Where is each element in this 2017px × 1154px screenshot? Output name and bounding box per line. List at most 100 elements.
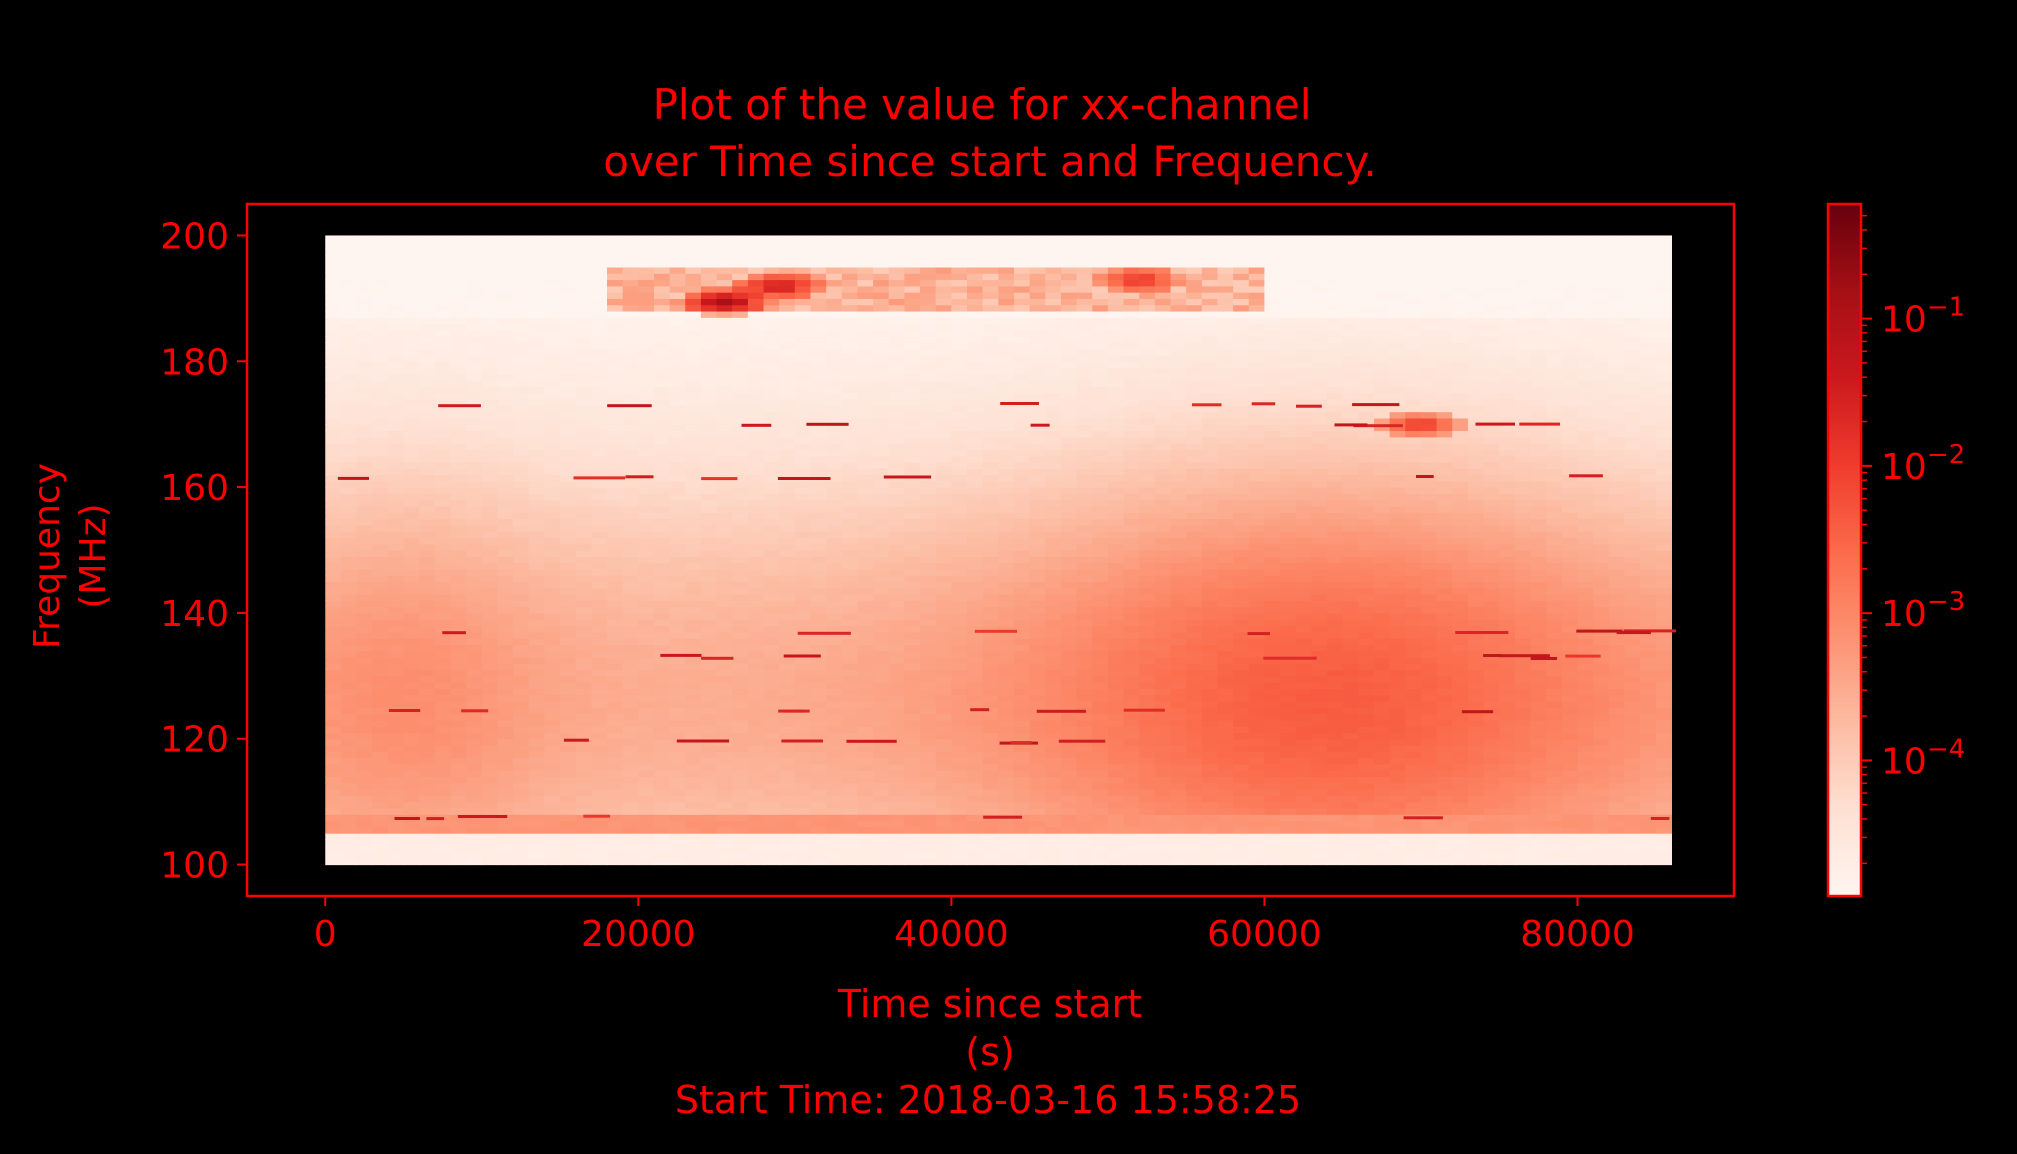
heatmap-cell <box>1061 776 1077 783</box>
heatmap-cell <box>764 701 780 708</box>
heatmap-cell <box>654 449 670 456</box>
heatmap-cell <box>466 317 482 324</box>
heatmap-cell <box>842 663 858 670</box>
heatmap-cell <box>951 821 967 828</box>
heatmap-cell <box>779 292 795 299</box>
heatmap-cell <box>654 430 670 437</box>
heatmap-cell <box>748 248 764 255</box>
heatmap-cell <box>670 726 686 733</box>
heatmap-cell <box>513 324 529 331</box>
heatmap-cell <box>889 349 905 356</box>
heatmap-cell <box>529 305 545 312</box>
heatmap-cell <box>560 751 576 758</box>
heatmap-cell <box>779 732 795 739</box>
heatmap-cell <box>513 519 529 526</box>
heatmap-cell <box>1045 638 1061 645</box>
heatmap-cell <box>732 676 748 683</box>
heatmap-cell <box>685 632 701 639</box>
heatmap-cell <box>654 569 670 576</box>
heatmap-cell <box>764 739 780 746</box>
heatmap-cell <box>357 512 373 519</box>
heatmap-cell <box>795 342 811 349</box>
heatmap-cell <box>983 336 999 343</box>
heatmap-cell <box>325 594 341 601</box>
heatmap-cell <box>497 544 513 551</box>
heatmap-cell <box>717 839 733 846</box>
heatmap-cell <box>497 569 513 576</box>
heatmap-cell <box>842 493 858 500</box>
heatmap-cell <box>936 506 952 513</box>
heatmap-cell <box>638 581 654 588</box>
heatmap-cell <box>607 393 623 400</box>
heatmap-cell <box>920 468 936 475</box>
heatmap-cell <box>826 739 842 746</box>
heatmap-cell <box>873 670 889 677</box>
heatmap-cell <box>591 374 607 381</box>
heatmap-cell <box>372 688 388 695</box>
heatmap-cell <box>576 531 592 538</box>
heatmap-cell <box>497 248 513 255</box>
heatmap-cell <box>341 764 357 771</box>
heatmap-cell <box>857 676 873 683</box>
heatmap-cell <box>466 468 482 475</box>
heatmap-cell <box>513 355 529 362</box>
heatmap-cell <box>920 663 936 670</box>
heatmap-cell <box>435 424 451 431</box>
heatmap-cell <box>372 663 388 670</box>
heatmap-cell <box>857 248 873 255</box>
heatmap-cell <box>717 462 733 469</box>
heatmap-cell <box>576 279 592 286</box>
heatmap-cell <box>701 688 717 695</box>
heatmap-cell <box>623 544 639 551</box>
heatmap-cell <box>998 393 1014 400</box>
heatmap-cell <box>998 707 1014 714</box>
heatmap-cell <box>529 632 545 639</box>
heatmap-cell <box>717 506 733 513</box>
heatmap-cell <box>404 651 420 658</box>
heatmap-cell <box>685 588 701 595</box>
heatmap-cell <box>670 525 686 532</box>
heatmap-cell <box>873 726 889 733</box>
heatmap-cell <box>1092 525 1108 532</box>
heatmap-cell <box>513 261 529 268</box>
heatmap-cell <box>435 368 451 375</box>
heatmap-cell <box>810 305 826 312</box>
heatmap-cell <box>357 279 373 286</box>
heatmap-cell <box>732 342 748 349</box>
heatmap-cell <box>419 519 435 526</box>
heatmap-cell <box>482 286 498 293</box>
heatmap-cell <box>529 581 545 588</box>
heatmap-cell <box>325 701 341 708</box>
heatmap-cell <box>670 248 686 255</box>
heatmap-cell <box>482 330 498 337</box>
heatmap-cell <box>764 374 780 381</box>
heatmap-cell <box>717 286 733 293</box>
heatmap-cell <box>372 336 388 343</box>
heatmap-cell <box>795 500 811 507</box>
heatmap-cell <box>388 449 404 456</box>
heatmap-cell <box>1014 613 1030 620</box>
heatmap-cell <box>325 380 341 387</box>
heatmap-cell <box>654 600 670 607</box>
heatmap-cell <box>591 707 607 714</box>
heatmap-cell <box>404 789 420 796</box>
heatmap-cell <box>1030 443 1046 450</box>
heatmap-cell <box>1077 594 1093 601</box>
heatmap-cell <box>529 550 545 557</box>
heatmap-cell <box>826 581 842 588</box>
heatmap-cell <box>529 336 545 343</box>
heatmap-cell <box>951 355 967 362</box>
heatmap-cell <box>1092 644 1108 651</box>
heatmap-cell <box>983 292 999 299</box>
heatmap-cell <box>388 758 404 765</box>
heatmap-cell <box>685 475 701 482</box>
heatmap-cell <box>889 764 905 771</box>
heatmap-cell <box>404 682 420 689</box>
heatmap-cell <box>1014 695 1030 702</box>
heatmap-cell <box>889 707 905 714</box>
heatmap-cell <box>810 330 826 337</box>
heatmap-cell <box>764 802 780 809</box>
heatmap-cell <box>325 739 341 746</box>
heatmap-cell <box>685 663 701 670</box>
heatmap-cell <box>967 336 983 343</box>
